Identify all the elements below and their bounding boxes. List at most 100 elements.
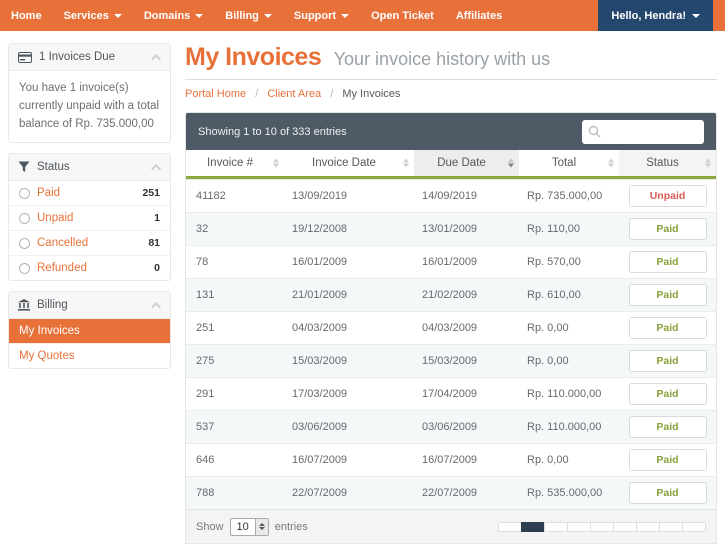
cell-due-date: 04/03/2009 bbox=[422, 322, 478, 334]
column-header-total[interactable]: Total bbox=[519, 150, 619, 176]
nav-item[interactable]: Affiliates bbox=[455, 9, 503, 22]
nav-item[interactable]: Billing bbox=[214, 0, 283, 31]
cell-invoice-number: 275 bbox=[196, 355, 215, 367]
status-filter-label: Refunded bbox=[37, 262, 87, 275]
billing-panel-title: Billing bbox=[37, 299, 68, 312]
status-filter-label: Paid bbox=[37, 187, 61, 200]
radio-circle-icon bbox=[19, 212, 30, 224]
cell-total: Rp. 0,00 bbox=[527, 322, 569, 334]
column-header-invoice-number[interactable]: Invoice # bbox=[186, 150, 284, 176]
radio-circle-icon bbox=[19, 262, 30, 274]
column-header-due-date[interactable]: Due Date bbox=[414, 150, 519, 176]
pagination-button[interactable] bbox=[659, 521, 683, 532]
page-size-control: Show 10 entries bbox=[196, 517, 308, 536]
search-input[interactable] bbox=[605, 125, 695, 138]
status-badge[interactable]: Paid bbox=[628, 218, 707, 240]
pagination-button[interactable] bbox=[498, 521, 522, 532]
status-panel-header[interactable]: Status bbox=[9, 154, 170, 182]
status-filter-option[interactable]: Unpaid 1 bbox=[9, 206, 170, 232]
table-toolbar: Showing 1 to 10 of 333 entries bbox=[186, 113, 716, 150]
nav-item[interactable]: Support bbox=[283, 0, 360, 31]
radio-circle-icon bbox=[19, 237, 30, 249]
billing-menu: My Invoices My Quotes bbox=[9, 319, 170, 368]
nav-items: Home Services Domains Billing Support Op… bbox=[0, 0, 513, 31]
page-size-select[interactable]: 10 bbox=[229, 517, 269, 536]
cell-invoice-date: 15/03/2009 bbox=[292, 355, 348, 367]
status-badge[interactable]: Paid bbox=[628, 449, 707, 471]
cell-invoice-number: 41182 bbox=[196, 190, 226, 202]
pagination-button[interactable] bbox=[567, 521, 591, 532]
cell-invoice-number: 251 bbox=[196, 322, 215, 334]
status-filter-option[interactable]: Refunded 0 bbox=[9, 256, 170, 280]
showing-entries-text: Showing 1 to 10 of 333 entries bbox=[198, 125, 347, 138]
billing-menu-item[interactable]: My Invoices bbox=[9, 319, 170, 345]
invoice-row[interactable]: 32 19/12/2008 13/01/2009 Rp. 110,00 Paid bbox=[186, 212, 716, 245]
chevron-down-icon bbox=[113, 13, 122, 18]
status-badge[interactable]: Paid bbox=[628, 350, 707, 372]
chevron-down-icon bbox=[692, 13, 700, 18]
cell-due-date: 22/07/2009 bbox=[422, 487, 478, 499]
page-title: My Invoices bbox=[185, 43, 322, 71]
pagination-button[interactable] bbox=[636, 521, 660, 532]
nav-item[interactable]: Home bbox=[11, 9, 42, 22]
cell-invoice-date: 13/09/2019 bbox=[292, 190, 348, 202]
nav-item[interactable]: Open Ticket bbox=[371, 9, 434, 22]
status-badge[interactable]: Paid bbox=[628, 284, 707, 306]
table-footer: Show 10 entries bbox=[186, 509, 716, 543]
status-badge[interactable]: Paid bbox=[628, 482, 707, 504]
chevron-up-icon bbox=[151, 301, 162, 312]
invoice-row[interactable]: 275 15/03/2009 15/03/2009 Rp. 0,00 Paid bbox=[186, 344, 716, 377]
page-head: My Invoices Your invoice history with us bbox=[185, 43, 717, 72]
status-badge[interactable]: Paid bbox=[628, 383, 707, 405]
nav-item[interactable]: Domains bbox=[133, 0, 214, 31]
billing-panel-header[interactable]: Billing bbox=[9, 292, 170, 320]
status-filter-count: 251 bbox=[142, 187, 160, 200]
breadcrumb-current: My Invoices bbox=[342, 88, 401, 100]
invoices-due-text: You have 1 invoice(s) currently unpaid w… bbox=[19, 82, 159, 130]
billing-menu-item[interactable]: My Quotes bbox=[19, 350, 75, 363]
cell-invoice-number: 537 bbox=[196, 421, 215, 433]
column-header-status[interactable]: Status bbox=[619, 150, 716, 176]
pagination-button[interactable] bbox=[521, 521, 545, 532]
status-badge[interactable]: Paid bbox=[628, 317, 707, 339]
sort-icon-active bbox=[508, 158, 514, 168]
select-spinner-icon bbox=[254, 518, 268, 535]
invoice-row[interactable]: 131 21/01/2009 21/02/2009 Rp. 610,00 Pai… bbox=[186, 278, 716, 311]
pagination-button[interactable] bbox=[590, 521, 614, 532]
column-header-invoice-date[interactable]: Invoice Date bbox=[284, 150, 414, 176]
pagination-button[interactable] bbox=[613, 521, 637, 532]
status-badge[interactable]: Paid bbox=[628, 416, 707, 438]
invoice-row[interactable]: 78 16/01/2009 16/01/2009 Rp. 570,00 Paid bbox=[186, 245, 716, 278]
status-filter-label: Unpaid bbox=[37, 212, 74, 225]
user-greeting: Hello, Hendra! bbox=[611, 9, 686, 22]
status-filter-option[interactable]: Cancelled 81 bbox=[9, 231, 170, 257]
cell-due-date: 13/01/2009 bbox=[422, 223, 478, 235]
invoice-row[interactable]: 251 04/03/2009 04/03/2009 Rp. 0,00 Paid bbox=[186, 311, 716, 344]
status-filter-option[interactable]: Paid 251 bbox=[9, 181, 170, 207]
pagination-button[interactable] bbox=[682, 521, 706, 532]
cell-total: Rp. 535.000,00 bbox=[527, 487, 603, 499]
invoice-row[interactable]: 291 17/03/2009 17/04/2009 Rp. 110.000,00… bbox=[186, 377, 716, 410]
user-menu-button[interactable]: Hello, Hendra! bbox=[598, 0, 713, 31]
invoices-due-header[interactable]: 1 Invoices Due bbox=[9, 44, 170, 71]
invoices-due-panel: 1 Invoices Due You have 1 invoice(s) cur… bbox=[8, 43, 171, 144]
invoice-row[interactable]: 537 03/06/2009 03/06/2009 Rp. 110.000,00… bbox=[186, 410, 716, 443]
cell-due-date: 21/02/2009 bbox=[422, 289, 478, 301]
nav-item[interactable]: Services bbox=[53, 0, 133, 31]
sort-icon bbox=[608, 158, 614, 168]
status-badge[interactable]: Paid bbox=[628, 251, 707, 273]
cell-total: Rp. 735.000,00 bbox=[527, 190, 603, 202]
cell-due-date: 15/03/2009 bbox=[422, 355, 478, 367]
status-badge[interactable]: Unpaid bbox=[628, 185, 707, 207]
invoice-row[interactable]: 646 16/07/2009 16/07/2009 Rp. 0,00 Paid bbox=[186, 443, 716, 476]
pagination-button[interactable] bbox=[544, 521, 568, 532]
table-header-row: Invoice # Invoice Date Due Date Total St… bbox=[186, 150, 716, 179]
filter-icon bbox=[18, 161, 30, 173]
radio-circle-icon bbox=[19, 187, 30, 199]
breadcrumb-portal-home[interactable]: Portal Home bbox=[185, 88, 247, 100]
breadcrumb-client-area[interactable]: Client Area bbox=[267, 88, 322, 100]
invoice-row[interactable]: 41182 13/09/2019 14/09/2019 Rp. 735.000,… bbox=[186, 179, 716, 212]
bank-icon bbox=[18, 299, 30, 312]
invoice-row[interactable]: 788 22/07/2009 22/07/2009 Rp. 535.000,00… bbox=[186, 476, 716, 509]
cell-due-date: 14/09/2019 bbox=[422, 190, 478, 202]
